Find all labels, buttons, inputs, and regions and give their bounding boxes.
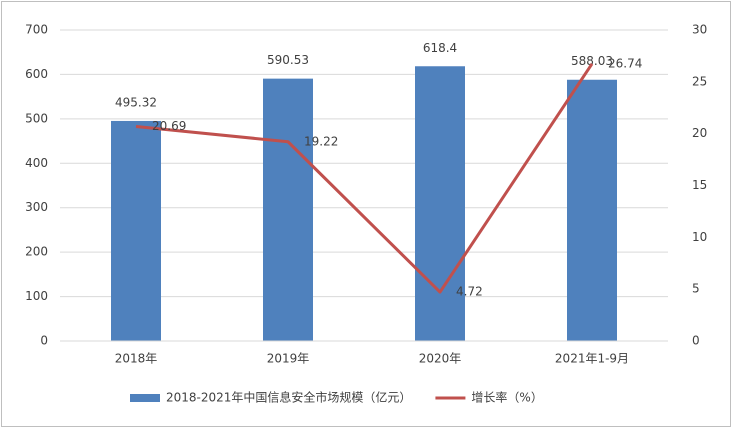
line	[135, 62, 594, 294]
y-tick-label: 700	[25, 23, 48, 37]
legend-label: 增长率（%）	[471, 390, 542, 405]
bar-value-label: 618.4	[423, 41, 457, 55]
bar-value-label: 495.32	[115, 95, 157, 109]
bar-value-label: 588.03	[571, 54, 613, 68]
bar	[263, 78, 313, 341]
x-tick-label: 2018年	[115, 352, 158, 366]
legend-label: 2018-2021年中国信息安全市场规模（亿元）	[166, 390, 411, 405]
y2-tick-label: 20	[692, 126, 707, 140]
y-tick-label: 200	[25, 245, 48, 259]
y2-tick-label: 0	[692, 334, 700, 348]
y2-tick-label: 15	[692, 178, 707, 192]
x-tick-label: 2019年	[267, 352, 310, 366]
line-value-label: 26.74	[608, 56, 642, 70]
line-value-label: 19.22	[304, 134, 338, 148]
legend-swatch	[130, 394, 160, 402]
bar	[415, 66, 465, 341]
y-tick-label: 400	[25, 156, 48, 170]
x-tick-label: 2021年1-9月	[555, 352, 629, 366]
y2-tick-label: 5	[692, 282, 700, 296]
y2-tick-label: 25	[692, 74, 707, 88]
bar	[111, 120, 161, 341]
y-tick-label: 100	[25, 289, 48, 303]
bar	[567, 79, 617, 341]
y2-tick-label: 30	[692, 23, 707, 37]
y2-tick-label: 10	[692, 230, 707, 244]
line-value-label: 20.69	[152, 119, 186, 133]
bar-value-label: 590.53	[267, 53, 309, 67]
y-tick-label: 0	[40, 334, 48, 348]
line-value-label: 4.72	[456, 285, 483, 299]
x-tick-label: 2020年	[419, 352, 462, 366]
y-tick-label: 300	[25, 200, 48, 214]
y-tick-label: 500	[25, 111, 48, 125]
y-tick-label: 600	[25, 67, 48, 81]
